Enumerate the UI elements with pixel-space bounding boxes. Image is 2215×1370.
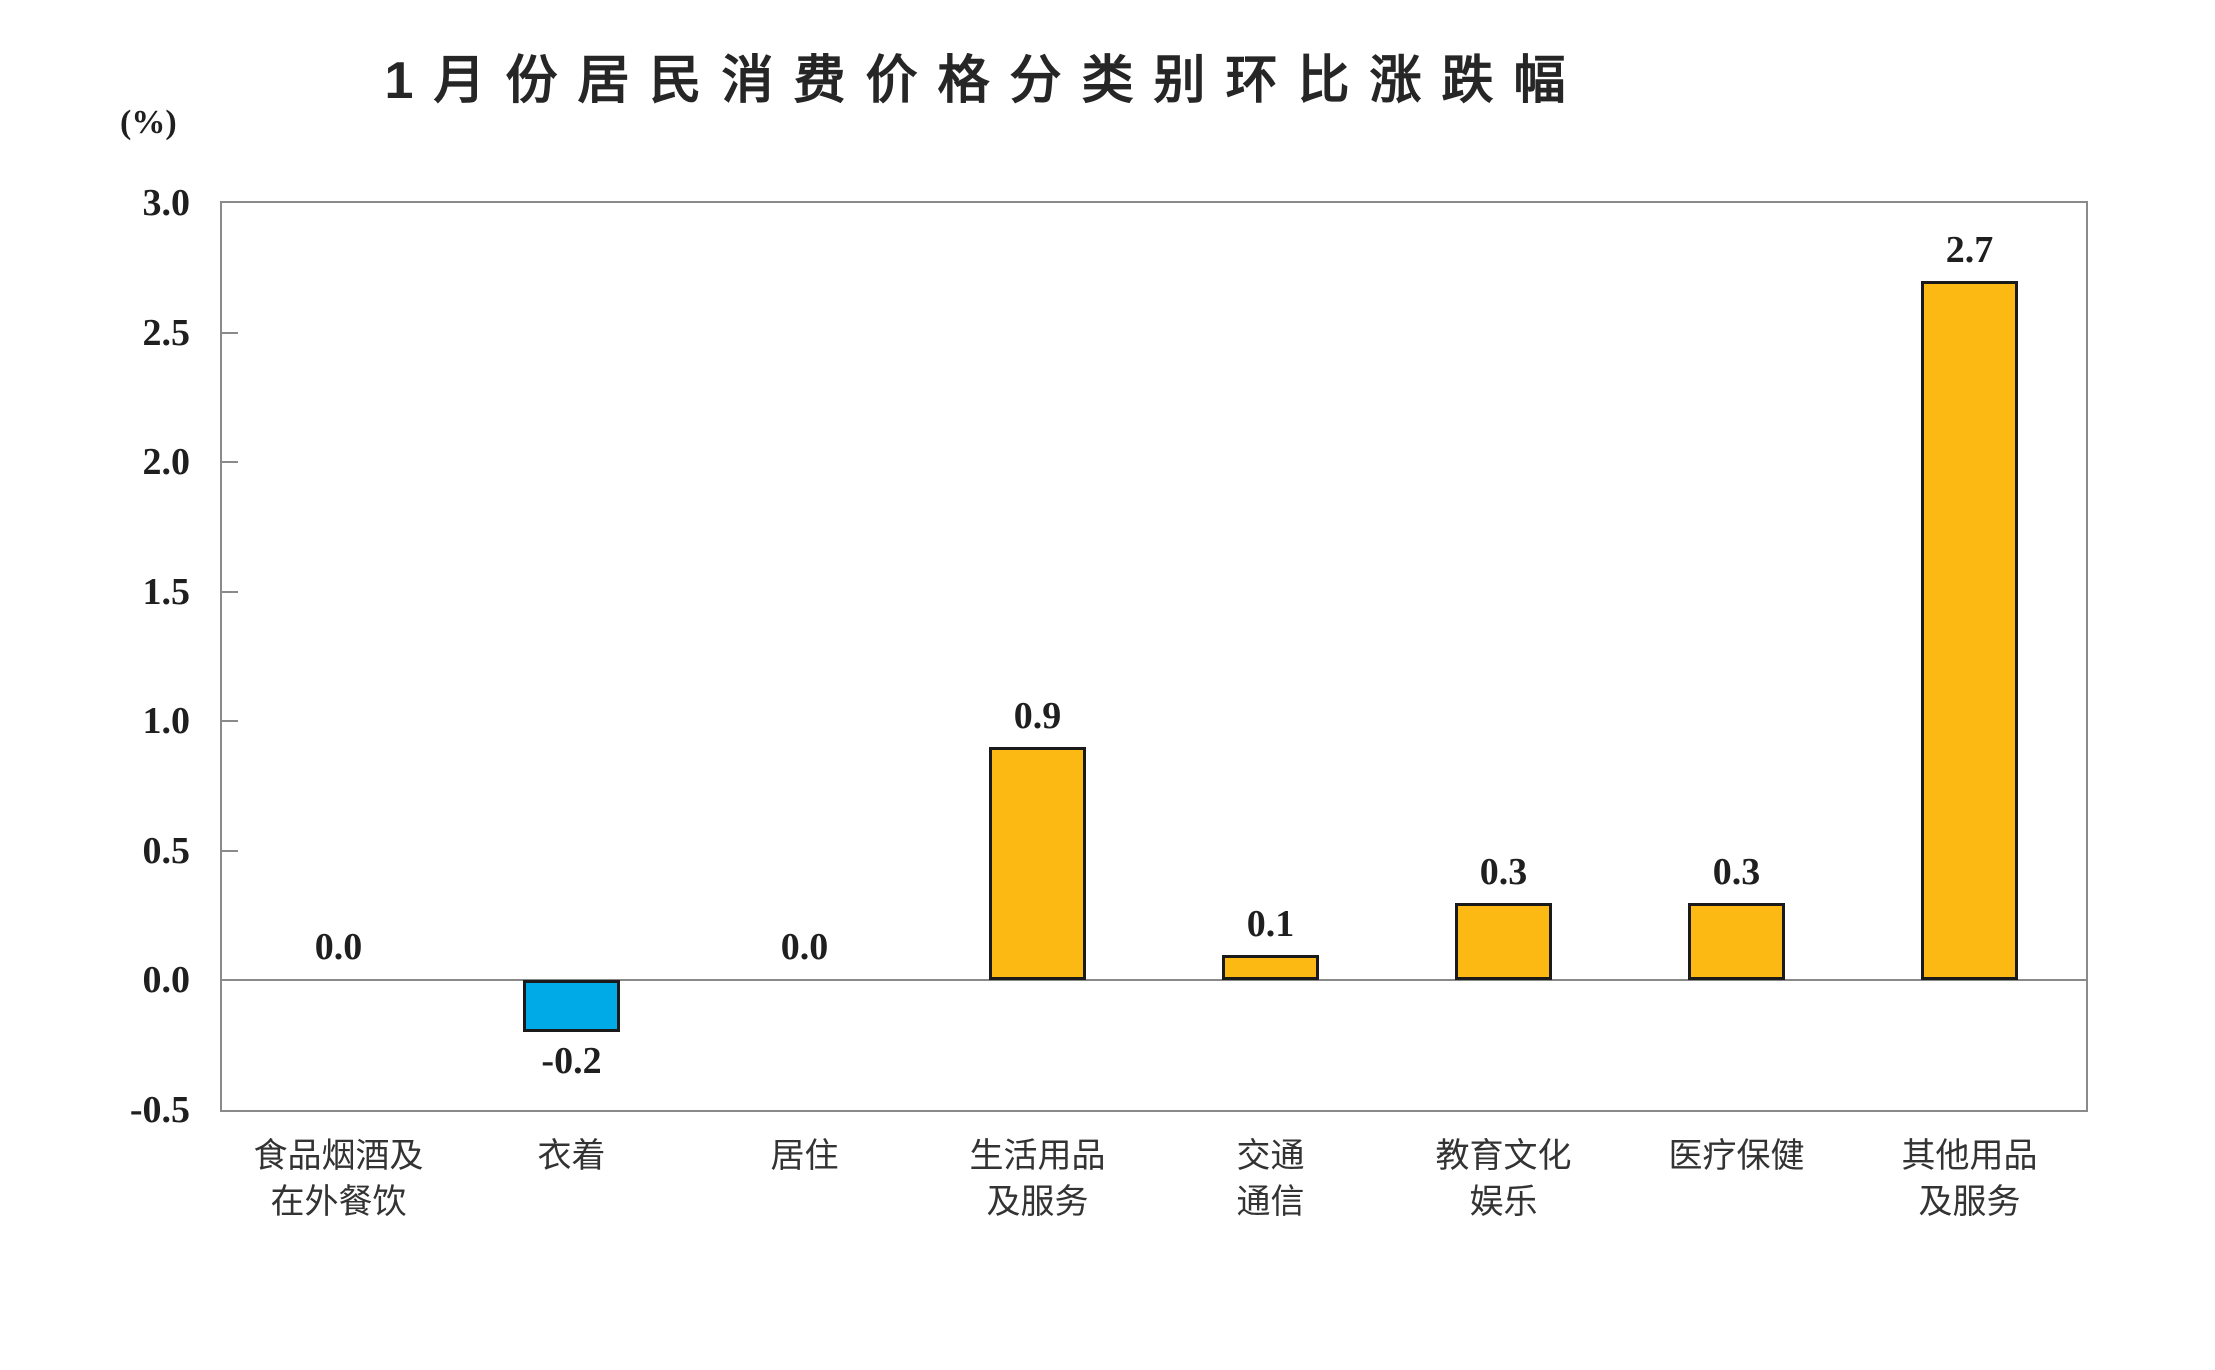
category-label: 其他用品 及服务 [1901,1138,2038,1221]
bar [1222,954,1319,981]
bar [1688,902,1785,981]
category-label: 衣着 [537,1138,606,1175]
y-tick [222,849,238,852]
category-label: 医疗保健 [1668,1138,1805,1175]
y-tick-label: -0.5 [129,1089,190,1131]
category-label: 食品烟酒及 在外餐饮 [253,1138,424,1221]
category-label: 生活用品 及服务 [969,1138,1106,1221]
bar [1455,902,1552,981]
bar-value-label: 0.9 [1013,695,1062,738]
y-axis-unit-label: (%) [120,104,177,141]
bar-value-label: 2.7 [1945,228,1994,271]
bar [523,980,620,1033]
bar-value-label: 0.0 [314,926,363,969]
bar-value-label: 0.0 [780,926,829,969]
chart-title: 1月份居民消费价格分类别环比涨跌幅 [384,52,1586,110]
y-tick-label: 1.0 [142,700,191,743]
y-tick-label: 0.5 [142,829,191,872]
zero-line [222,979,2086,982]
y-tick [222,720,238,723]
y-tick [222,331,238,334]
y-tick [222,461,238,464]
y-tick-label: 1.5 [142,570,191,613]
y-tick-label: 0.0 [142,959,191,1002]
y-tick-label: 3.0 [142,182,191,224]
bar [1921,280,2018,981]
bar [989,747,1086,981]
category-label: 交通 通信 [1236,1138,1305,1221]
y-tick-label: 2.0 [142,441,191,484]
bar-value-label: 0.3 [1479,850,1528,893]
bar-value-label: -0.2 [541,1040,602,1083]
y-tick-label: 2.5 [142,311,191,354]
bar-value-label: 0.1 [1246,902,1295,945]
bar-value-label: 0.3 [1712,850,1761,893]
y-tick [222,590,238,593]
category-label: 居住 [770,1138,839,1175]
plot-area: 0.0 -0.2 0.0 0.9 0.1 0.3 0.3 2.7 [220,201,2088,1112]
category-label: 教育文化 娱乐 [1435,1138,1572,1221]
